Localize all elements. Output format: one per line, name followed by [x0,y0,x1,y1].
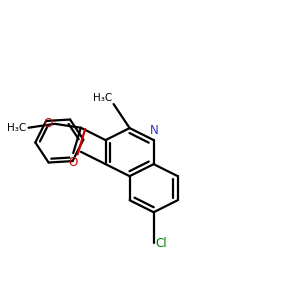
Text: N: N [150,124,159,137]
Text: Cl: Cl [155,237,167,250]
Text: H₃C: H₃C [93,93,112,103]
Text: H₃C: H₃C [7,123,26,133]
Text: O: O [69,157,78,169]
Text: O: O [43,117,52,130]
